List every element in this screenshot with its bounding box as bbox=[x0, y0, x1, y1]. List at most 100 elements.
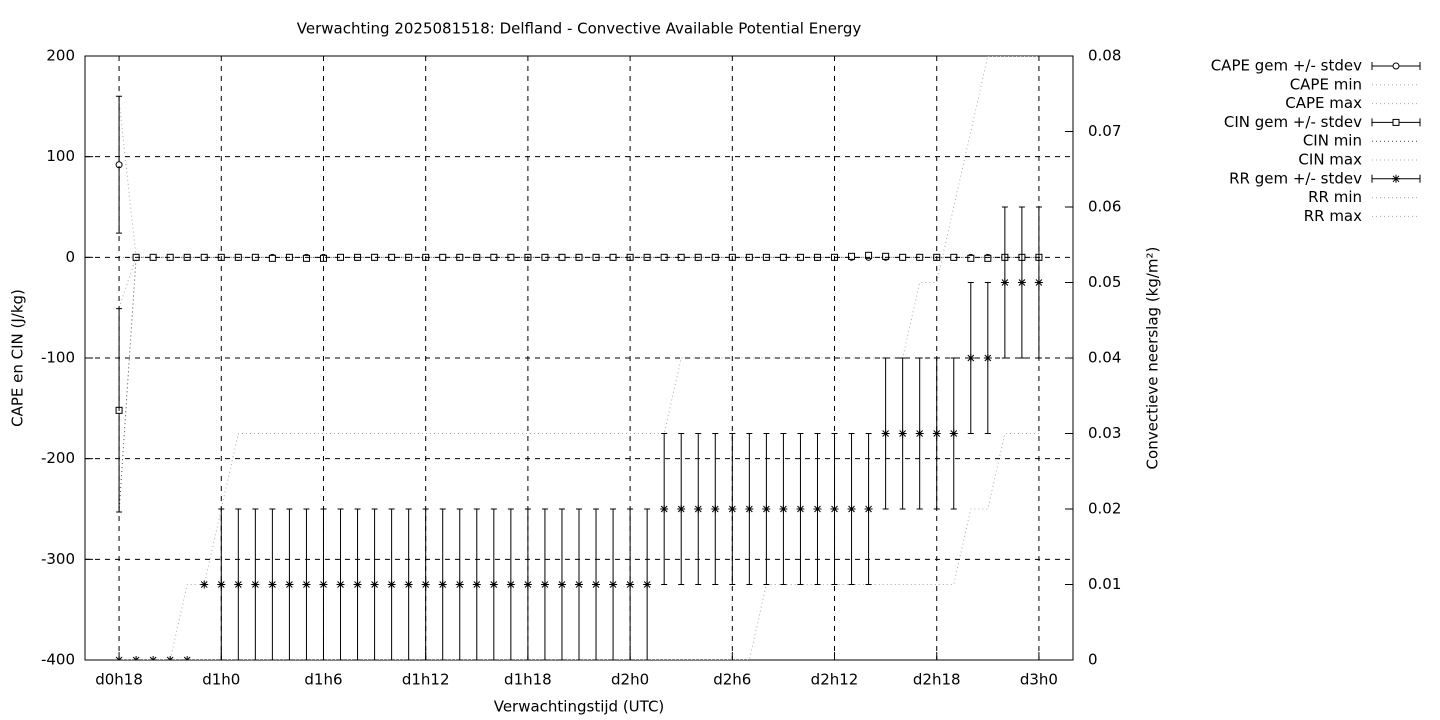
marker bbox=[1392, 174, 1400, 183]
marker bbox=[609, 580, 618, 589]
marker bbox=[438, 580, 447, 589]
marker bbox=[864, 505, 873, 513]
marker bbox=[439, 253, 447, 261]
marker bbox=[234, 580, 243, 589]
marker bbox=[847, 505, 856, 513]
x-tick-label: d2h6 bbox=[713, 671, 751, 689]
marker bbox=[592, 580, 601, 589]
x-tick-label: d2h12 bbox=[811, 671, 859, 689]
y2-tick-label: 0.01 bbox=[1088, 575, 1121, 593]
marker bbox=[149, 656, 158, 660]
marker bbox=[915, 429, 924, 438]
y2-axis-label: Convectieve neerslag (kg/m²) bbox=[1144, 247, 1162, 470]
legend-label: CIN gem +/- stdev bbox=[1224, 113, 1362, 131]
x-tick-label: d1h18 bbox=[504, 671, 552, 689]
y-tick-label: -100 bbox=[41, 349, 75, 367]
marker bbox=[370, 580, 379, 589]
marker bbox=[1017, 278, 1026, 287]
chart-title: Verwachting 2025081518: Delfland - Conve… bbox=[297, 20, 862, 38]
x-tick-label: d1h0 bbox=[202, 671, 240, 689]
marker bbox=[421, 580, 430, 589]
marker bbox=[200, 580, 209, 589]
marker bbox=[779, 505, 788, 513]
marker bbox=[932, 429, 941, 438]
y2-tick-label: 0.07 bbox=[1088, 122, 1121, 140]
y2-tick-label: 0.08 bbox=[1088, 47, 1121, 65]
legend-label: CAPE max bbox=[1285, 94, 1362, 112]
marker bbox=[302, 254, 310, 262]
legend-label: RR min bbox=[1308, 188, 1362, 206]
marker bbox=[268, 254, 276, 262]
marker bbox=[217, 580, 226, 589]
marker bbox=[745, 505, 754, 513]
marker bbox=[557, 580, 566, 589]
legend-label: CIN min bbox=[1303, 132, 1362, 150]
marker bbox=[336, 580, 345, 589]
series-line bbox=[118, 100, 1039, 258]
marker bbox=[865, 251, 873, 259]
y-tick-label: 0 bbox=[65, 248, 75, 266]
marker bbox=[660, 505, 669, 513]
marker bbox=[1000, 278, 1009, 287]
marker bbox=[984, 254, 992, 262]
marker bbox=[575, 580, 583, 589]
marker bbox=[796, 505, 805, 513]
marker bbox=[848, 252, 856, 260]
marker bbox=[455, 580, 464, 589]
marker bbox=[268, 580, 277, 589]
marker bbox=[387, 580, 396, 589]
y-tick-label: 100 bbox=[46, 147, 75, 165]
y-tick-label: -300 bbox=[41, 550, 75, 568]
marker bbox=[506, 580, 515, 589]
marker bbox=[898, 429, 907, 438]
marker bbox=[694, 505, 703, 513]
marker bbox=[489, 580, 498, 589]
marker bbox=[251, 580, 260, 589]
marker bbox=[881, 429, 890, 438]
legend-label: RR max bbox=[1304, 207, 1362, 225]
marker bbox=[966, 354, 975, 362]
marker bbox=[949, 429, 958, 438]
y2-tick-label: 0.04 bbox=[1088, 349, 1121, 367]
x-tick-label: d2h0 bbox=[611, 671, 649, 689]
marker bbox=[813, 505, 822, 513]
marker bbox=[677, 505, 686, 513]
marker bbox=[762, 505, 771, 513]
marker bbox=[1392, 118, 1400, 126]
series-line bbox=[118, 256, 1039, 308]
x-tick-label: d1h6 bbox=[304, 671, 342, 689]
y-tick-label: -200 bbox=[41, 449, 75, 467]
marker bbox=[540, 580, 549, 589]
marker bbox=[882, 252, 890, 260]
legend-label: CAPE min bbox=[1290, 75, 1362, 93]
series-line bbox=[118, 256, 1039, 513]
marker bbox=[1392, 62, 1400, 70]
marker bbox=[523, 580, 532, 589]
legend-label: CAPE gem +/- stdev bbox=[1211, 57, 1362, 75]
marker bbox=[626, 580, 635, 589]
x-tick-label: d2h18 bbox=[913, 671, 961, 689]
marker bbox=[643, 580, 652, 589]
marker bbox=[1034, 278, 1043, 287]
x-axis-label: Verwachtingstijd (UTC) bbox=[494, 698, 665, 716]
x-tick-label: d3h0 bbox=[1020, 671, 1058, 689]
y2-tick-label: 0.02 bbox=[1088, 500, 1121, 518]
marker bbox=[711, 505, 720, 513]
plot-area bbox=[115, 56, 1043, 660]
y-tick-label: 200 bbox=[46, 47, 75, 65]
marker bbox=[166, 656, 175, 660]
marker bbox=[183, 656, 192, 660]
y2-tick-label: 0.06 bbox=[1088, 198, 1121, 216]
y-tick-label: -400 bbox=[41, 651, 75, 669]
x-tick-label: d1h12 bbox=[402, 671, 450, 689]
marker bbox=[967, 254, 975, 262]
legend-label: CIN max bbox=[1298, 151, 1362, 169]
x-tick-label: d0h18 bbox=[95, 671, 143, 689]
y2-tick-label: 0 bbox=[1088, 651, 1098, 669]
y-axis-label: CAPE en CIN (J/kg) bbox=[9, 289, 27, 427]
marker bbox=[353, 580, 362, 589]
marker bbox=[404, 580, 413, 589]
marker bbox=[899, 253, 907, 261]
y2-tick-label: 0.05 bbox=[1088, 273, 1121, 291]
